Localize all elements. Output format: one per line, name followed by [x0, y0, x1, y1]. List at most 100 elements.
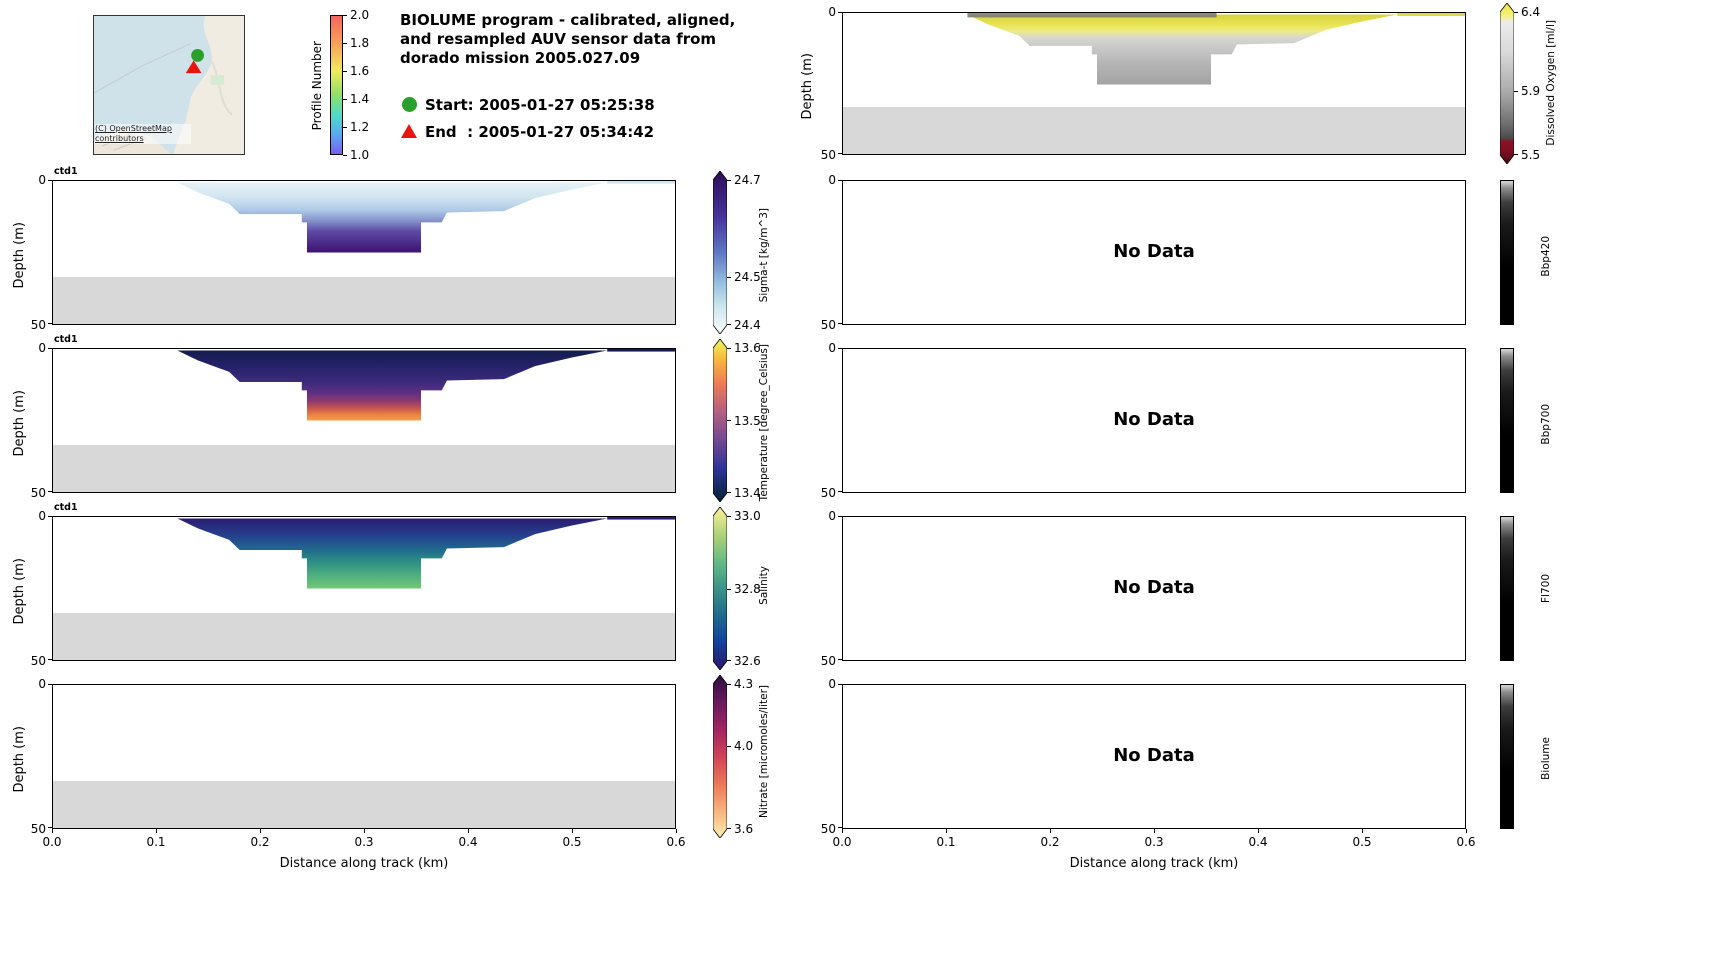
instrument-label: ctd1 — [54, 502, 78, 513]
colorbar-tick-label: 24.5 — [734, 270, 761, 284]
x-tick-mark — [1362, 829, 1363, 833]
y-tick-label: 50 — [30, 318, 46, 332]
x-tick-mark — [260, 829, 261, 833]
salinity-panel — [52, 516, 676, 661]
dissolved-oxygen-colorbar — [1500, 3, 1514, 164]
y-tick-mark — [838, 516, 842, 517]
biolume-colorbar — [1500, 684, 1514, 829]
colorbar-tick-mark — [727, 828, 731, 829]
x-tick-label: 0.3 — [1144, 835, 1164, 849]
y-tick-label: 0 — [38, 341, 46, 355]
x-tick-label: 0.3 — [354, 835, 374, 849]
temperature-panel — [52, 348, 676, 493]
y-axis-label: Depth (m) — [12, 222, 27, 289]
y-tick-mark — [838, 12, 842, 13]
colorbar-tick-label: 1.0 — [350, 148, 370, 162]
colorbar-tick-mark — [727, 746, 731, 747]
y-tick-mark — [48, 491, 52, 492]
colorbar-tick-mark — [727, 420, 731, 421]
x-tick-mark — [676, 829, 677, 833]
y-tick-label: 0 — [828, 677, 836, 691]
x-tick-label: 0.5 — [1352, 835, 1372, 849]
y-tick-label: 0 — [828, 173, 836, 187]
sigma-t-section — [177, 181, 675, 253]
sigma-t-colorbar-label: Sigma-t [kg/m^3] — [758, 208, 770, 303]
x-tick-label: 0.2 — [250, 835, 270, 849]
y-tick-label: 50 — [820, 148, 836, 162]
y-axis-label: Depth (m) — [12, 390, 27, 457]
colorbar-tick-label: 32.6 — [734, 654, 761, 668]
y-tick-mark — [48, 659, 52, 660]
y-tick-label: 50 — [30, 654, 46, 668]
salinity-colorbar — [713, 507, 727, 670]
colorbar-tick-label: 13.5 — [734, 414, 761, 428]
y-tick-mark — [48, 323, 52, 324]
temperature-colorbar-label: Temperature [degree_Celsius] — [758, 344, 770, 502]
x-tick-mark — [572, 829, 573, 833]
x-tick-mark — [946, 829, 947, 833]
colorbar-tick-label: 32.8 — [734, 582, 761, 596]
nitrate-panel — [52, 684, 676, 829]
seafloor-band — [843, 107, 1465, 154]
colorbar-tick-mark — [343, 15, 347, 16]
colorbar-tick-mark — [727, 516, 731, 517]
y-tick-mark — [838, 684, 842, 685]
x-tick-label: 0.1 — [146, 835, 166, 849]
x-tick-label: 0.4 — [458, 835, 478, 849]
colorbar-tick-label: 1.6 — [350, 64, 370, 78]
y-tick-label: 0 — [38, 509, 46, 523]
dissolved-oxygen-section — [967, 13, 1465, 85]
profile-number-colorbar — [330, 15, 343, 155]
x-tick-mark — [468, 829, 469, 833]
colorbar-tick-mark — [727, 277, 731, 278]
y-tick-mark — [48, 180, 52, 181]
nitrate-colorbar-label: Nitrate [micromoles/liter] — [758, 685, 770, 818]
x-tick-label: 0.6 — [666, 835, 686, 849]
y-axis-label: Depth (m) — [12, 726, 27, 793]
x-axis-label: Distance along track (km) — [1069, 856, 1239, 871]
biolume-panel — [842, 684, 1466, 829]
x-tick-mark — [52, 829, 53, 833]
legend-end-icon — [401, 124, 417, 138]
colorbar-tick-label: 6.4 — [1521, 5, 1541, 19]
colorbar-tick-label: 5.9 — [1521, 84, 1541, 98]
end-marker-icon — [185, 60, 202, 74]
colorbar-tick-label: 2.0 — [350, 8, 370, 22]
seafloor-band — [53, 613, 675, 660]
start-marker-icon — [191, 49, 204, 62]
y-axis-label: Depth (m) — [12, 558, 27, 625]
colorbar-tick-label: 1.2 — [350, 120, 370, 134]
y-tick-mark — [838, 348, 842, 349]
sigma-t-colorbar — [713, 171, 727, 334]
salinity-colorbar-label: Salinity — [758, 566, 770, 605]
y-tick-label: 0 — [828, 341, 836, 355]
colorbar-tick-mark — [727, 660, 731, 661]
colorbar-tick-mark — [343, 99, 347, 100]
figure-title: BIOLUME program - calibrated, aligned, — [400, 11, 736, 29]
y-tick-mark — [838, 153, 842, 154]
x-tick-label: 0.6 — [1456, 835, 1476, 849]
seafloor-band — [53, 781, 675, 828]
x-axis-label: Distance along track (km) — [279, 856, 449, 871]
profile-number-colorbar-label: Profile Number — [310, 41, 324, 131]
colorbar-tick-label: 1.4 — [350, 92, 370, 106]
y-tick-mark — [838, 491, 842, 492]
seafloor-band — [53, 445, 675, 492]
fl700-colorbar — [1500, 516, 1514, 661]
colorbar-tick-mark — [1514, 12, 1518, 13]
fl700-panel — [842, 516, 1466, 661]
bbp420-colorbar-label: Bbp420 — [1540, 236, 1552, 277]
y-tick-label: 50 — [820, 654, 836, 668]
colorbar-tick-mark — [727, 589, 731, 590]
y-tick-label: 50 — [820, 318, 836, 332]
colorbar-tick-mark — [343, 43, 347, 44]
x-tick-label: 0.2 — [1040, 835, 1060, 849]
legend-end-label: End : 2005-01-27 05:34:42 — [425, 123, 655, 141]
bbp700-panel — [842, 348, 1466, 493]
y-axis-label: Depth (m) — [800, 53, 815, 120]
y-tick-label: 0 — [38, 173, 46, 187]
colorbar-tick-label: 3.6 — [734, 822, 754, 836]
bbp420-panel — [842, 180, 1466, 325]
colorbar-tick-label: 4.0 — [734, 739, 754, 753]
